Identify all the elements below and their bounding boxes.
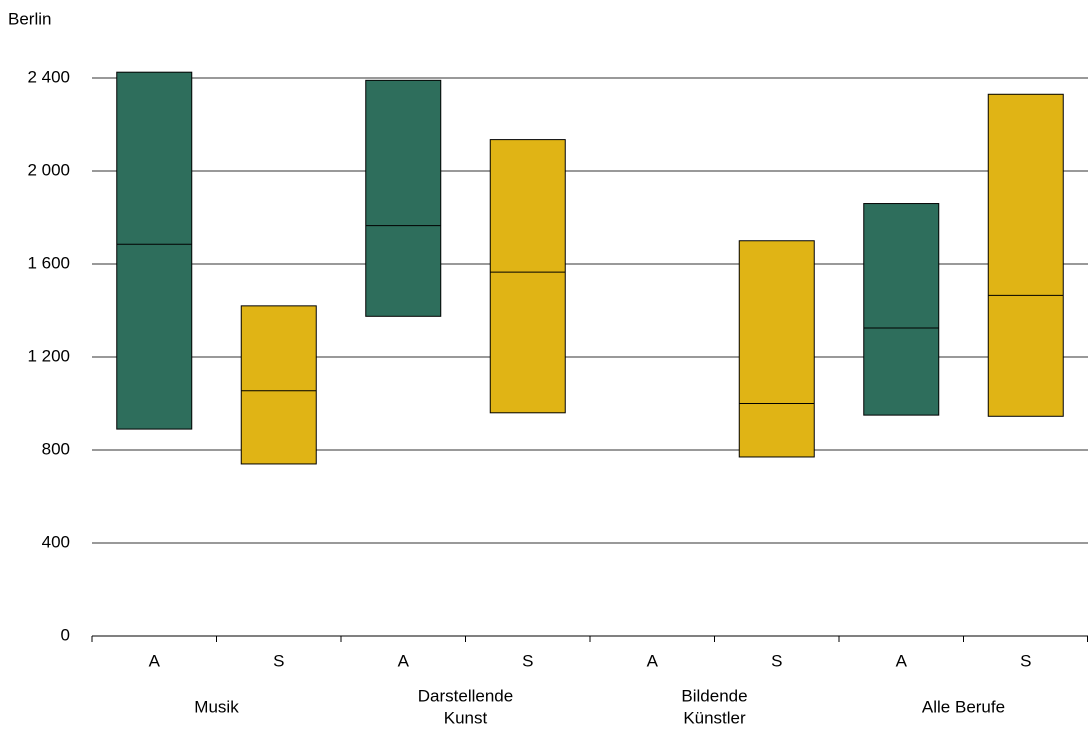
y-tick-label: 400 [42,532,70,551]
x-tick-label: A [149,651,161,670]
range-box [489,139,566,414]
group-label: Künstler [683,708,746,727]
y-tick-label: 2 400 [27,67,70,86]
x-tick-label: S [273,651,284,670]
x-tick-label: S [771,651,782,670]
group-label: Musik [194,697,239,716]
y-tick-label: 2 000 [27,160,70,179]
x-tick-label: S [522,651,533,670]
range-box [738,240,815,458]
y-tick-label: 1 200 [27,346,70,365]
group-label: Bildende [681,686,747,705]
range-box [987,93,1064,417]
x-tick-label: A [398,651,410,670]
y-axis-label: Berlin [8,9,51,28]
range-box [240,305,317,465]
range-box [863,203,940,416]
y-tick-label: 800 [42,439,70,458]
range-box [116,71,193,430]
range-box [365,79,442,317]
group-label: Darstellende [418,686,513,705]
x-tick-label: A [647,651,659,670]
x-tick-label: S [1020,651,1031,670]
x-tick-label: A [896,651,908,670]
y-tick-label: 0 [61,625,70,644]
y-tick-label: 1 600 [27,253,70,272]
group-label: Alle Berufe [922,697,1005,716]
group-label: Kunst [444,708,488,727]
